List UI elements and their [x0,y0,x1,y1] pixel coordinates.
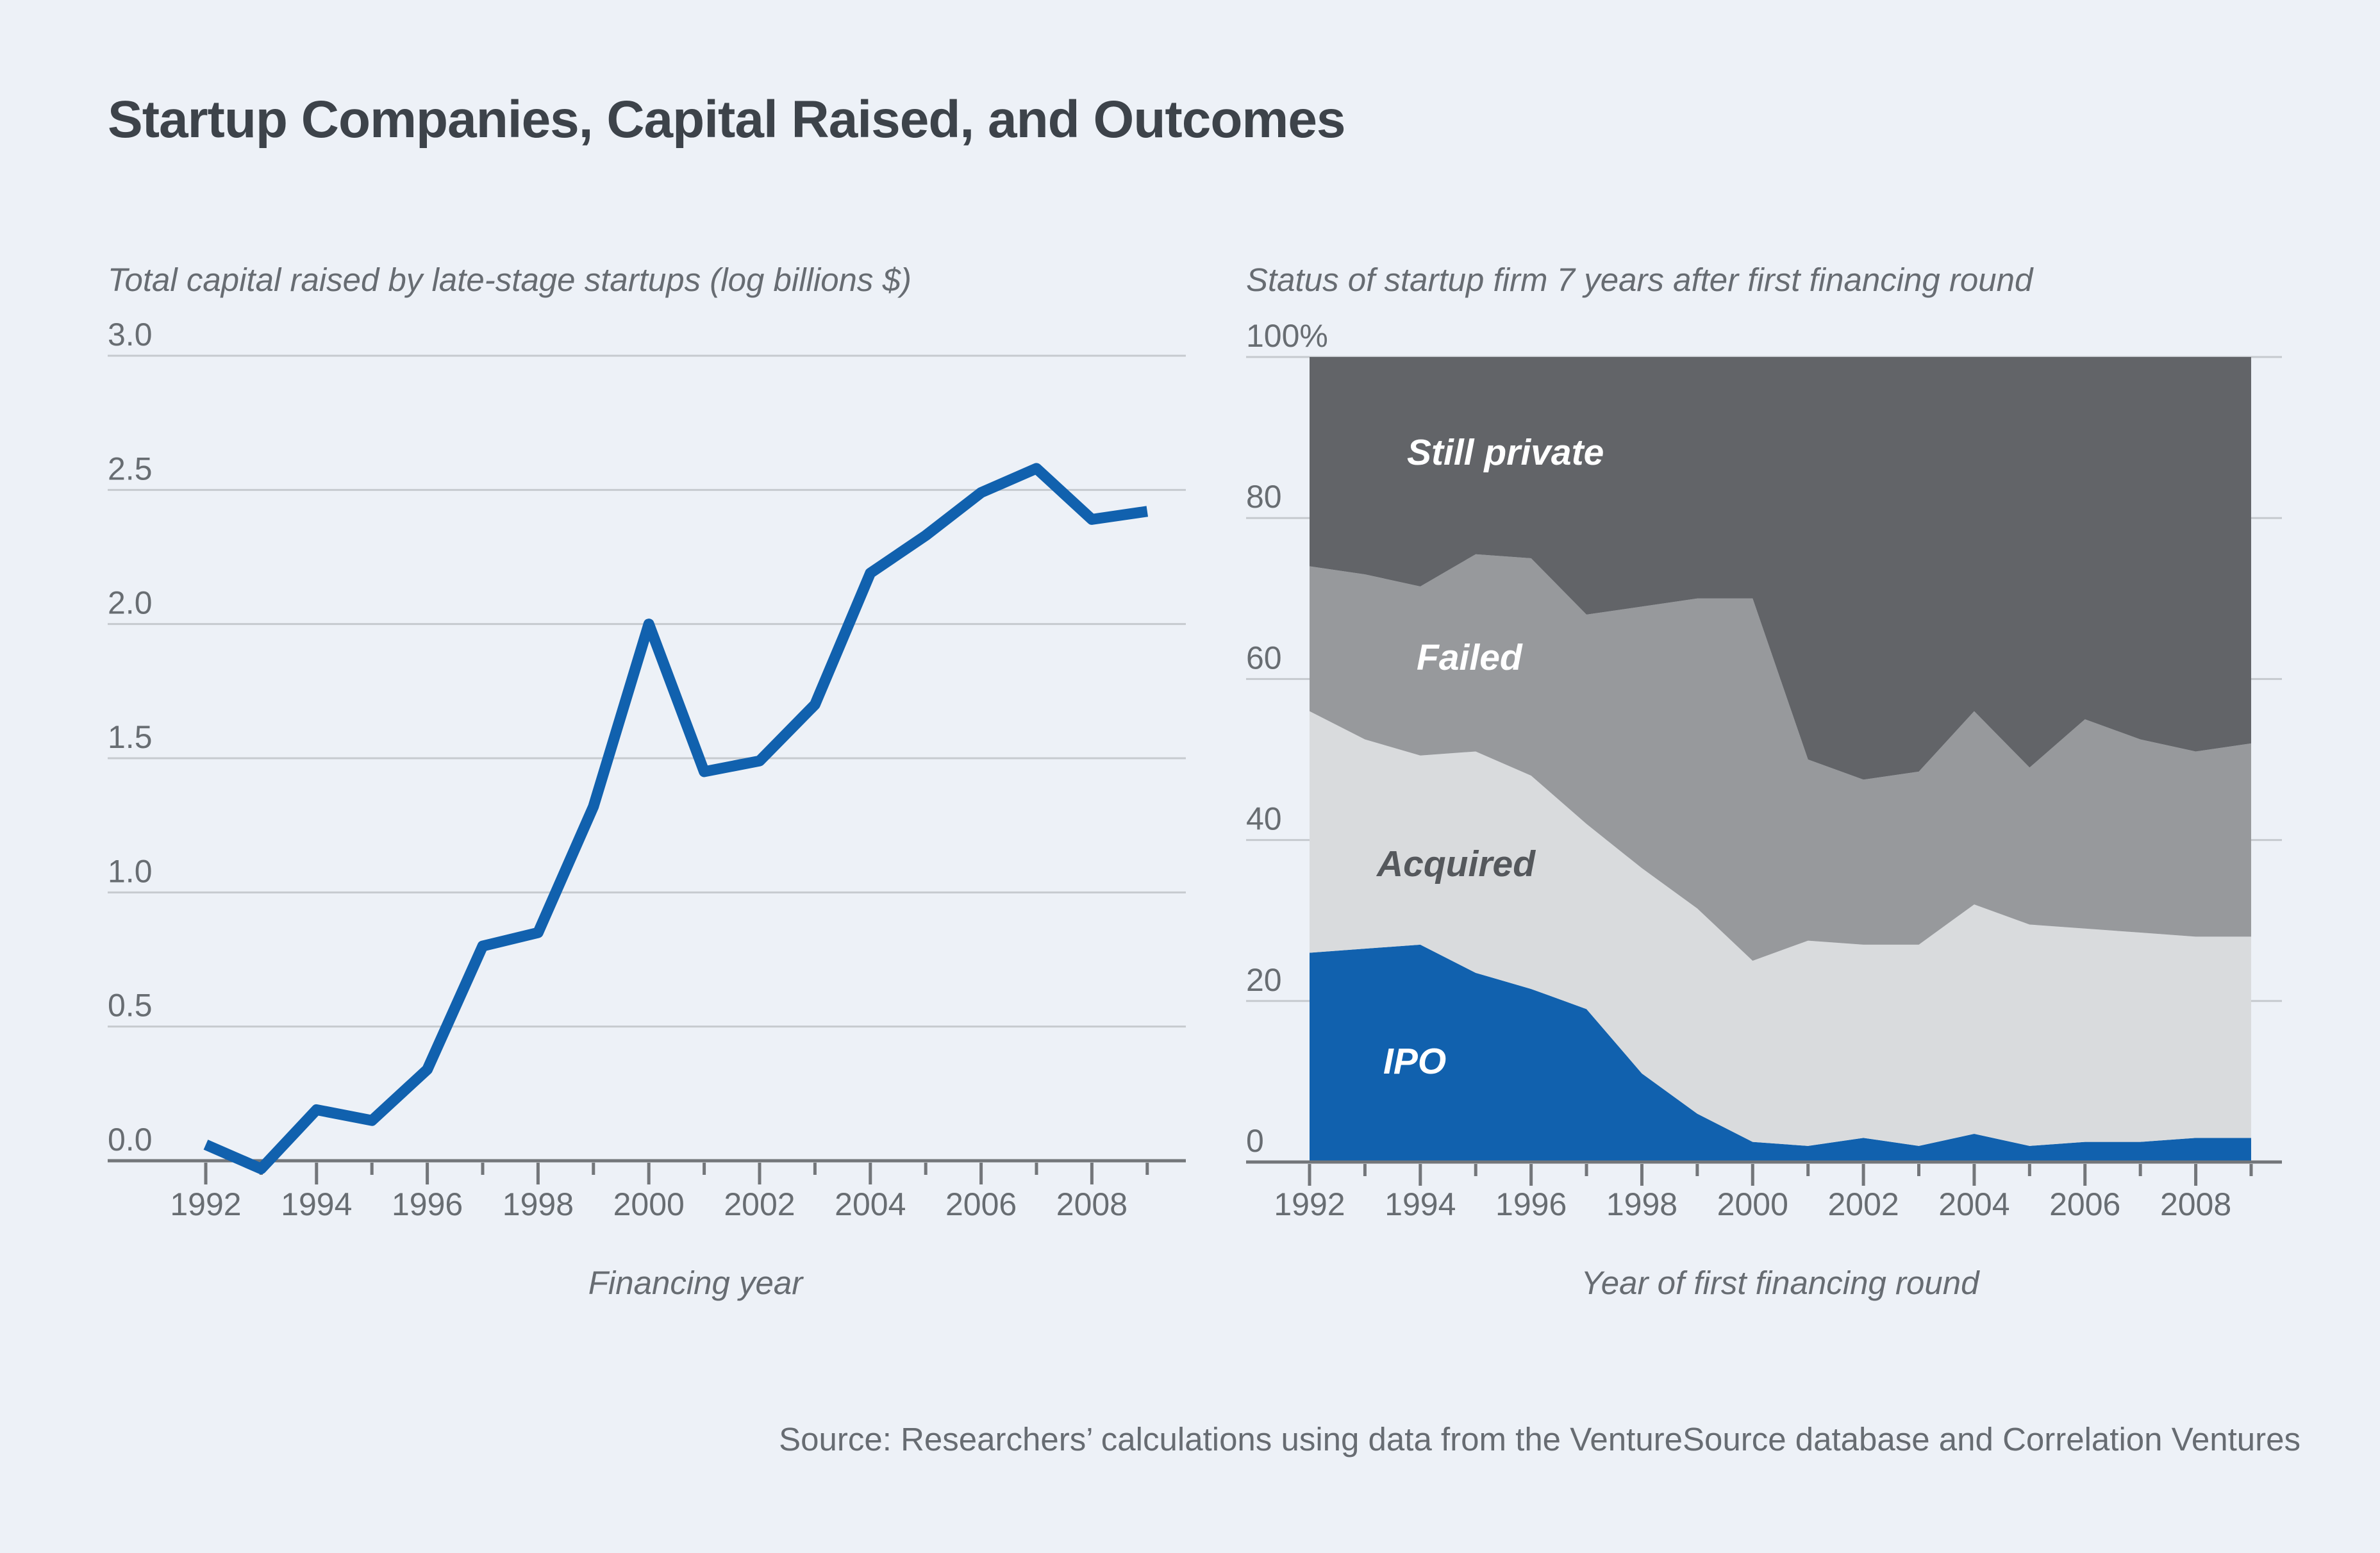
area-label-ipo: IPO [1383,1041,1447,1082]
y-tick-label: 40 [1246,801,1282,837]
y-tick-label: 0.5 [108,988,153,1024]
area-failed [1310,554,2251,961]
x-tick-label: 2004 [835,1186,906,1222]
page-title: Startup Companies, Capital Raised, and O… [108,90,1346,149]
left-x-axis-label: Financing year [588,1265,803,1301]
x-tick-label: 1994 [1385,1186,1456,1222]
y-tick-label: 3.0 [108,317,153,353]
x-tick-label: 2004 [1938,1186,2010,1222]
area-label-acquired: Acquired [1377,843,1536,884]
x-tick-label: 1996 [392,1186,463,1222]
source-note: Source: Researchers’ calculations using … [779,1421,2301,1457]
right-chart-group: 100% 80 60 40 20 0 1992 1994 1996 1998 2000 2002 200… [1246,318,2282,1222]
y-tick-label: 2.0 [108,585,153,621]
x-tick-label: 2000 [613,1186,685,1222]
left-chart-group: 3.0 2.5 2.0 1.5 1.0 0.5 0.0 1992 1994 1996 1998 200… [108,317,1186,1222]
x-tick-label: 1992 [170,1186,241,1222]
y-tick-label: 2.5 [108,451,153,486]
x-tick-label: 1998 [1606,1186,1677,1222]
x-tick-label: 2002 [1827,1186,1899,1222]
x-tick-label: 2006 [2049,1186,2120,1222]
x-tick-label: 2008 [1056,1186,1128,1222]
x-tick-label: 2000 [1717,1186,1788,1222]
left-chart-title: Total capital raised by late-stage start… [108,262,911,298]
area-acquired [1310,711,2251,1146]
area-ipo [1310,944,2251,1162]
y-tick-label: 100% [1246,318,1328,354]
x-tick-label: 1998 [503,1186,574,1222]
y-tick-label: 80 [1246,479,1282,515]
area-label-still-private: Still private [1407,432,1604,473]
x-tick-label: 1994 [281,1186,352,1222]
y-tick-label: 0.0 [108,1122,153,1158]
y-tick-label: 0 [1246,1123,1264,1159]
capital-raised-line [203,463,1149,1175]
right-chart-title: Status of startup firm 7 years after fir… [1246,262,2033,298]
area-still-private [1310,357,2251,780]
right-x-axis-label: Year of first financing round [1581,1265,1979,1301]
y-tick-label: 20 [1246,962,1282,998]
x-tick-label: 2008 [2160,1186,2231,1222]
y-tick-label: 60 [1246,640,1282,676]
area-label-failed: Failed [1417,637,1522,678]
x-tick-label: 2002 [724,1186,795,1222]
x-tick-label: 2006 [945,1186,1017,1222]
x-tick-label: 1996 [1495,1186,1567,1222]
y-tick-label: 1.0 [108,853,153,889]
x-tick-label: 1992 [1274,1186,1345,1222]
y-tick-label: 1.5 [108,719,153,755]
